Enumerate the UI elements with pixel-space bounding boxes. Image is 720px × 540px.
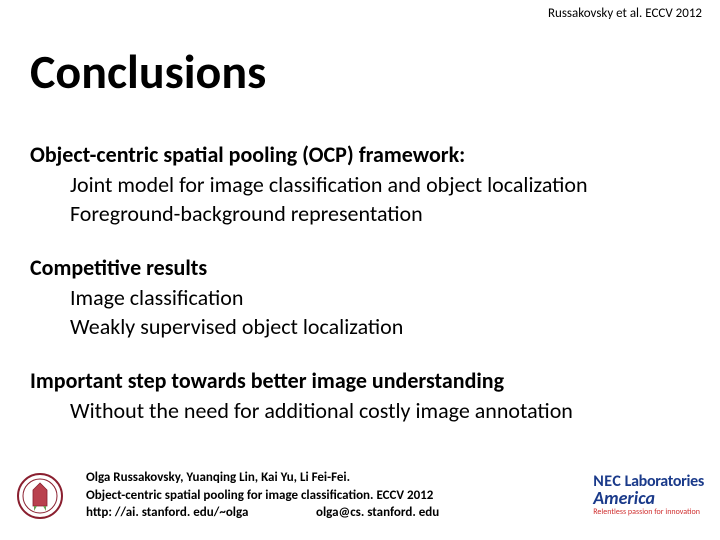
footer: Olga Russakovsky, Yuanqing Lin, Kai Yu, … bbox=[0, 469, 720, 522]
section-head: Competitive results bbox=[30, 253, 690, 283]
header-reference: Russakovsky et al. ECCV 2012 bbox=[548, 6, 702, 21]
footer-citation: Olga Russakovsky, Yuanqing Lin, Kai Yu, … bbox=[86, 469, 579, 522]
footer-contact-line: http: //ai. stanford. edu/~olga olga@cs.… bbox=[86, 504, 579, 522]
footer-email: olga@cs. stanford. edu bbox=[316, 505, 439, 520]
footer-url: http: //ai. stanford. edu/~olga bbox=[86, 505, 248, 520]
section-sub: Foreground-background representation bbox=[30, 199, 690, 229]
footer-authors: Olga Russakovsky, Yuanqing Lin, Kai Yu, … bbox=[86, 469, 579, 487]
stanford-seal-icon bbox=[16, 472, 64, 520]
footer-spacer bbox=[251, 505, 313, 520]
section-1: Object-centric spatial pooling (OCP) fra… bbox=[30, 140, 690, 229]
section-sub: Joint model for image classification and… bbox=[30, 170, 690, 200]
section-sub: Image classification bbox=[30, 283, 690, 313]
nec-logo-tagline: Relentless passion for innovation bbox=[593, 508, 704, 518]
section-3: Important step towards better image unde… bbox=[30, 366, 690, 425]
section-head: Object-centric spatial pooling (OCP) fra… bbox=[30, 140, 690, 170]
section-sub: Weakly supervised object localization bbox=[30, 312, 690, 342]
slide-title: Conclusions bbox=[30, 42, 266, 101]
section-sub: Without the need for additional costly i… bbox=[30, 396, 690, 426]
section-2: Competitive results Image classification… bbox=[30, 253, 690, 342]
nec-logo-line2: America bbox=[593, 489, 704, 507]
nec-logo: NEC Laboratories America Relentless pass… bbox=[593, 474, 704, 518]
content-area: Object-centric spatial pooling (OCP) fra… bbox=[30, 140, 690, 450]
section-head: Important step towards better image unde… bbox=[30, 366, 690, 396]
footer-paper-title: Object-centric spatial pooling for image… bbox=[86, 487, 579, 505]
